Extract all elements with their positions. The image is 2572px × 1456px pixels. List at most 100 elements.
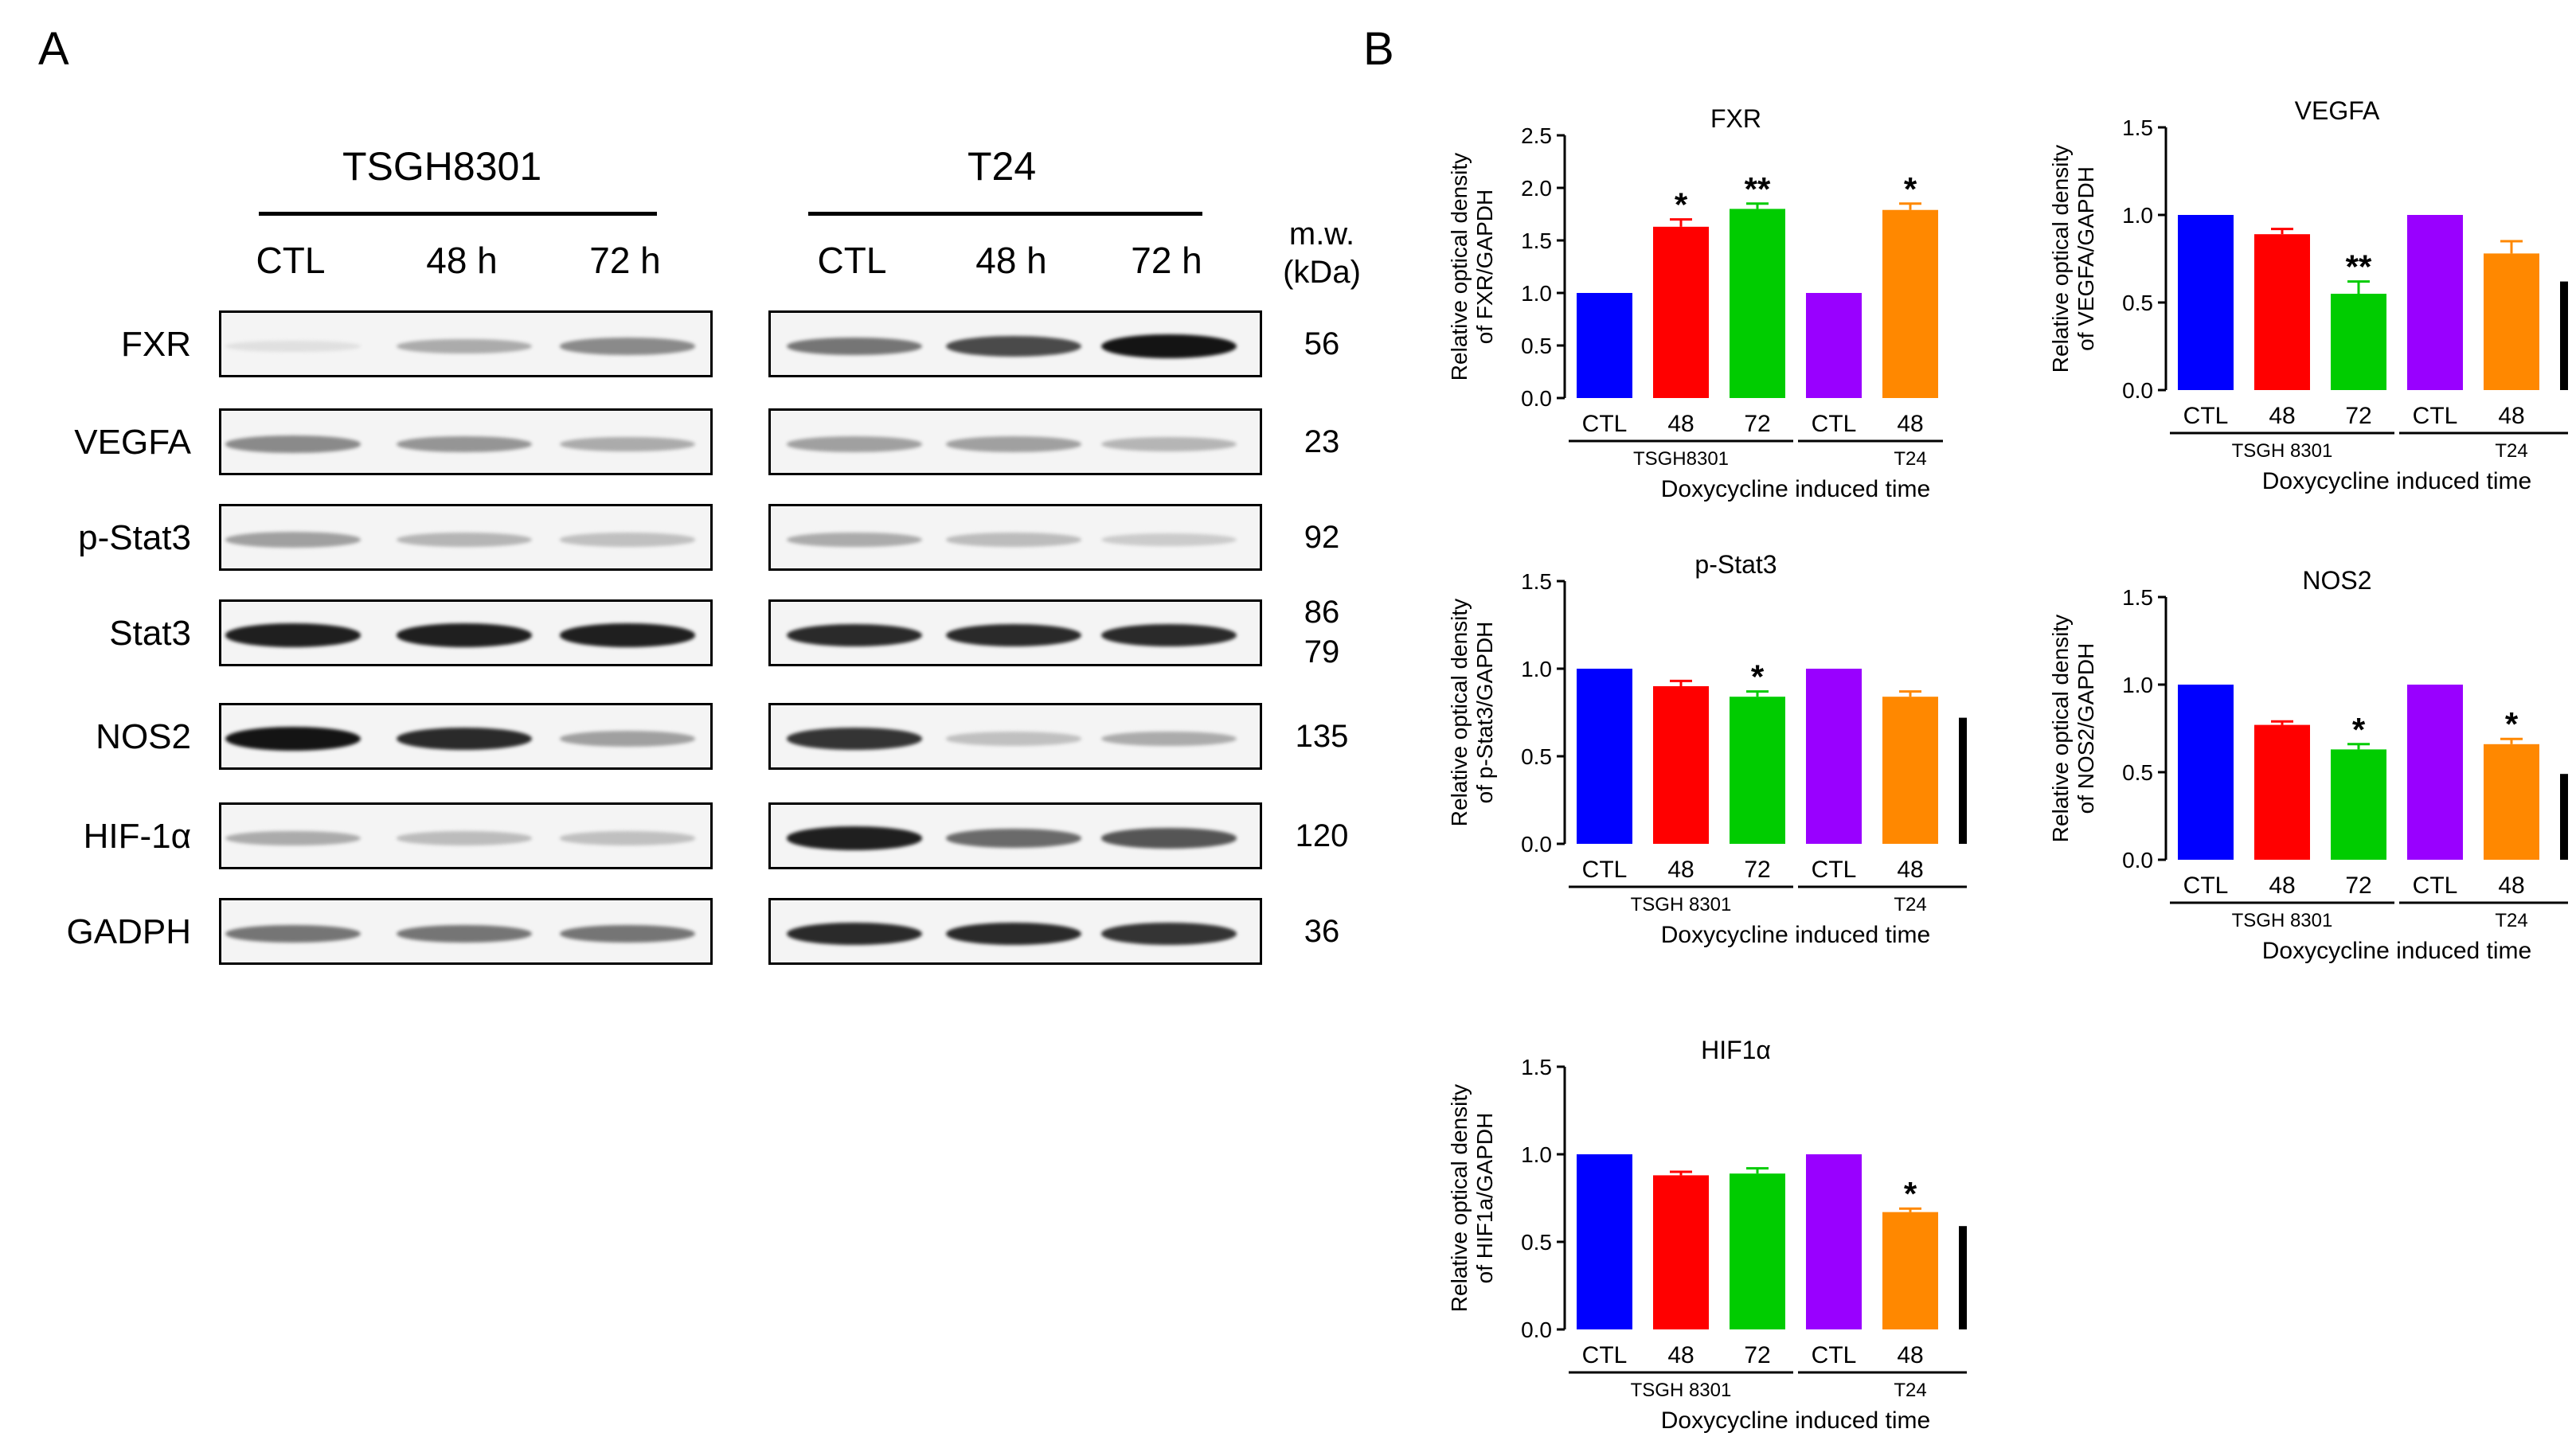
bar bbox=[1730, 697, 1785, 844]
x-tick-label: CTL bbox=[2413, 872, 2458, 899]
blot-band bbox=[1101, 623, 1237, 647]
chart-title: p-Stat3 bbox=[1694, 550, 1777, 579]
x-tick-label: 48 bbox=[1897, 857, 1923, 883]
y-tick-label: 1.0 bbox=[1521, 281, 1552, 306]
group-label: TSGH 8301 bbox=[2232, 910, 2333, 931]
bar bbox=[2407, 215, 2463, 390]
blot-strip bbox=[768, 703, 1262, 770]
blot-lane-label: 48 h bbox=[975, 240, 1047, 281]
x-tick-label: 48 bbox=[2498, 403, 2524, 429]
group-label: TSGH 8301 bbox=[1631, 1380, 1732, 1401]
y-axis-label: of HIF1a/GAPDH bbox=[1472, 1113, 1497, 1284]
mw-value: 79 bbox=[1304, 634, 1340, 669]
bar bbox=[1882, 209, 1938, 398]
mw-header-2: (kDa) bbox=[1283, 255, 1361, 290]
y-tick-label: 0.5 bbox=[1521, 744, 1552, 769]
y-tick-label: 0.0 bbox=[1521, 1317, 1552, 1342]
blot-protein-label: p-Stat3 bbox=[78, 518, 191, 557]
blot-band bbox=[225, 340, 361, 353]
bar bbox=[2254, 724, 2310, 860]
blot-band bbox=[560, 436, 695, 452]
mw-value: 92 bbox=[1304, 520, 1340, 555]
blot-strip bbox=[768, 310, 1262, 377]
y-tick-label: 1.0 bbox=[1521, 1142, 1552, 1167]
y-tick-label: 0.5 bbox=[2122, 291, 2153, 315]
blot-band bbox=[787, 826, 922, 850]
blot-band bbox=[225, 924, 361, 943]
mw-value: 120 bbox=[1295, 818, 1349, 853]
group-label: T24 bbox=[2495, 440, 2527, 462]
panel-a-label: A bbox=[38, 23, 69, 75]
y-tick-label: 1.5 bbox=[2122, 585, 2153, 610]
y-tick-label: 1.0 bbox=[1521, 657, 1552, 681]
blot-band bbox=[787, 436, 922, 452]
bar bbox=[1959, 717, 1967, 844]
significance-marker: * bbox=[2505, 705, 2519, 743]
x-tick-label: 48 bbox=[1897, 411, 1923, 437]
bar bbox=[1806, 669, 1862, 844]
blot-strip bbox=[219, 310, 713, 377]
bar bbox=[1730, 209, 1785, 398]
x-tick-label: 48 bbox=[2498, 872, 2524, 899]
y-tick-label: 0.5 bbox=[2122, 760, 2153, 785]
bar bbox=[2178, 215, 2234, 390]
group-label: T24 bbox=[1894, 1380, 1926, 1401]
blot-strip bbox=[219, 703, 713, 770]
blot-band bbox=[397, 435, 532, 453]
x-tick-label: 72 bbox=[1744, 857, 1770, 883]
blot-lane-label: 72 h bbox=[1131, 240, 1202, 281]
blot-band bbox=[787, 337, 922, 356]
x-tick-label: CTL bbox=[1582, 411, 1628, 437]
group-label: T24 bbox=[1894, 448, 1926, 470]
x-tick-label: 72 bbox=[1744, 411, 1770, 437]
y-tick-label: 0.0 bbox=[1521, 386, 1552, 411]
blot-band bbox=[787, 623, 922, 647]
blot-band bbox=[225, 435, 361, 453]
x-tick-label: 72 bbox=[2345, 872, 2371, 899]
bar bbox=[1882, 1212, 1938, 1329]
blot-band bbox=[946, 336, 1081, 357]
blot-band bbox=[225, 532, 361, 548]
bar bbox=[1577, 1154, 1632, 1329]
blot-band bbox=[787, 728, 922, 750]
blot-lane-label: 72 h bbox=[589, 240, 661, 281]
bar bbox=[2560, 774, 2568, 860]
blot-strip bbox=[219, 504, 713, 571]
blot-band bbox=[1101, 437, 1237, 451]
x-tick-label: 48 bbox=[2269, 403, 2295, 429]
x-tick-label: CTL bbox=[2183, 872, 2229, 899]
y-axis-label: of VEGFA/GAPDH bbox=[2074, 166, 2098, 351]
bar bbox=[2331, 749, 2386, 860]
mw-value: 135 bbox=[1295, 719, 1349, 754]
blot-band bbox=[946, 922, 1081, 946]
y-axis-label: Relative optical density bbox=[1447, 153, 1472, 381]
blot-band bbox=[1101, 923, 1237, 945]
bar bbox=[2254, 234, 2310, 390]
group-label: T24 bbox=[2495, 910, 2527, 931]
x-tick-label: 48 bbox=[1667, 857, 1694, 883]
y-tick-label: 0.5 bbox=[1521, 1230, 1552, 1255]
bar bbox=[1653, 1175, 1709, 1329]
blot-protein-label: FXR bbox=[121, 325, 191, 364]
x-axis-label: Doxycycline induced time bbox=[1661, 922, 1930, 948]
chart-title: FXR bbox=[1710, 104, 1761, 133]
blot-band bbox=[1101, 334, 1237, 358]
blot-band bbox=[397, 924, 532, 943]
chart-fxr: FXR Relative optical density of FXR/GAPDH 0… bbox=[1447, 104, 1943, 502]
bar bbox=[1577, 669, 1632, 844]
y-tick-label: 0.5 bbox=[1521, 334, 1552, 358]
x-tick-label: CTL bbox=[1582, 857, 1628, 883]
blot-protein-label: NOS2 bbox=[96, 717, 191, 756]
significance-marker: * bbox=[2352, 711, 2366, 748]
y-tick-label: 0.0 bbox=[1521, 832, 1552, 857]
x-tick-label: CTL bbox=[1582, 1342, 1628, 1368]
significance-marker: * bbox=[1751, 658, 1765, 696]
x-axis-label: Doxycycline induced time bbox=[2262, 938, 2531, 964]
group-label: TSGH8301 bbox=[1633, 448, 1729, 470]
bar bbox=[1653, 686, 1709, 844]
blot-band bbox=[560, 731, 695, 747]
bar bbox=[1959, 1226, 1967, 1329]
bar bbox=[2484, 253, 2539, 390]
blot-strip bbox=[768, 408, 1262, 475]
blot-band bbox=[397, 831, 532, 845]
